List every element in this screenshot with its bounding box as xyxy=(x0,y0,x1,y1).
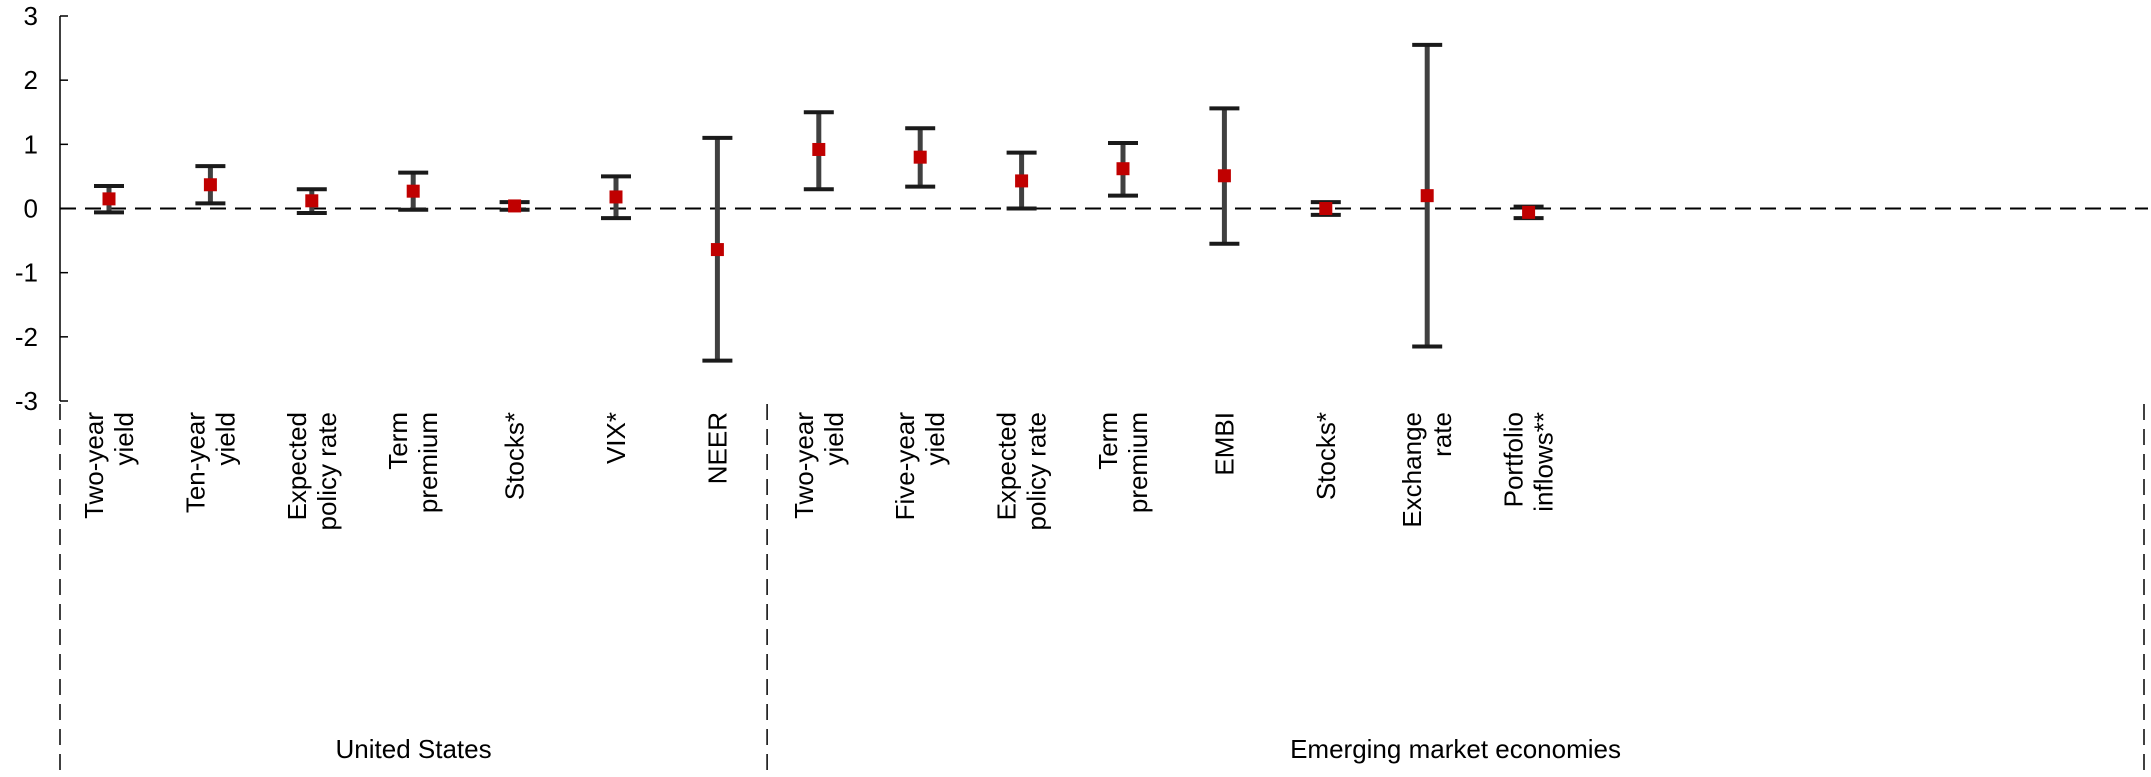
category-label-line: policy rate xyxy=(1022,412,1052,531)
category-label: NEER xyxy=(702,412,732,484)
data-point xyxy=(1319,202,1333,215)
category-label: Two-yearyield xyxy=(79,412,139,519)
category-label: Two-yearyield xyxy=(789,412,849,519)
category-label: Stocks* xyxy=(1311,412,1341,500)
category-label-line: Two-year xyxy=(789,412,819,519)
data-point xyxy=(609,190,623,204)
category-label-line: yield xyxy=(109,412,139,465)
data-point xyxy=(1217,169,1231,183)
y-tick-label: 1 xyxy=(24,129,38,159)
y-tick-label: -3 xyxy=(15,386,38,416)
category-label-line: EMBI xyxy=(1209,412,1239,476)
data-point xyxy=(508,199,522,213)
category-label-line: yield xyxy=(210,412,240,465)
category-label-line: rate xyxy=(1427,412,1457,457)
category-label-line: inflows** xyxy=(1529,412,1559,512)
category-label: VIX* xyxy=(601,412,631,464)
y-tick-label: -2 xyxy=(15,322,38,352)
data-point xyxy=(406,184,420,198)
data-point xyxy=(1015,174,1029,188)
group-label: Emerging market economies xyxy=(1290,734,1621,764)
category-label: Expectedpolicy rate xyxy=(282,412,342,531)
category-label-line: Two-year xyxy=(79,412,109,519)
category-label-line: premium xyxy=(413,412,443,513)
group-label: United States xyxy=(336,734,492,764)
y-tick-label: 2 xyxy=(24,65,38,95)
data-point xyxy=(812,142,826,156)
category-label-line: Portfolio xyxy=(1499,412,1529,507)
category-label: Exchangerate xyxy=(1397,412,1457,528)
category-label-line: Exchange xyxy=(1397,412,1427,528)
category-label: EMBI xyxy=(1209,412,1239,476)
category-label-line: NEER xyxy=(702,412,732,484)
category-label: Five-yearyield xyxy=(890,412,950,521)
data-point xyxy=(203,178,217,192)
category-label-line: policy rate xyxy=(312,412,342,531)
category-label-line: Expected xyxy=(282,412,312,520)
category-label-line: VIX* xyxy=(601,412,631,464)
category-label: Termpremium xyxy=(383,412,443,513)
y-tick-label: -1 xyxy=(15,258,38,288)
data-point xyxy=(913,150,927,164)
data-point xyxy=(102,192,116,206)
data-point xyxy=(305,194,319,208)
category-label: Termpremium xyxy=(1093,412,1153,513)
category-label-line: Ten-year xyxy=(180,412,210,513)
category-label: Portfolioinflows** xyxy=(1499,412,1559,512)
y-tick-label: 0 xyxy=(24,194,38,224)
category-label-line: Term xyxy=(383,412,413,470)
category-label: Stocks* xyxy=(500,412,530,500)
data-point xyxy=(1522,205,1536,219)
data-point xyxy=(710,243,724,257)
category-label-line: premium xyxy=(1123,412,1153,513)
data-point xyxy=(1420,189,1434,203)
category-label-line: yield xyxy=(819,412,849,465)
category-label-line: Five-year xyxy=(890,412,920,521)
data-point xyxy=(1116,162,1130,176)
y-tick-label: 3 xyxy=(24,1,38,31)
category-label-line: yield xyxy=(920,412,950,465)
category-label-line: Stocks* xyxy=(500,412,530,500)
category-label-line: Term xyxy=(1093,412,1123,470)
category-label-line: Stocks* xyxy=(1311,412,1341,500)
category-label: Ten-yearyield xyxy=(180,412,240,513)
category-label: Expectedpolicy rate xyxy=(992,412,1052,531)
category-label-line: Expected xyxy=(992,412,1022,520)
